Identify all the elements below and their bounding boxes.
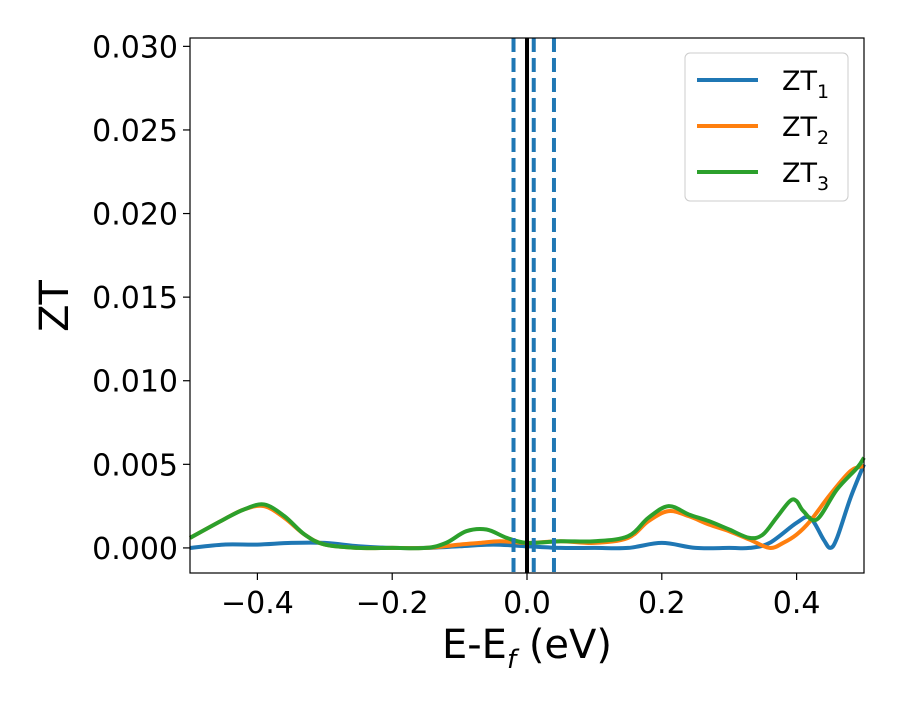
y-tick-label: 0.020 xyxy=(92,198,178,233)
x-tick-label: 0.0 xyxy=(503,586,551,621)
legend-label-3: ZT3 xyxy=(782,158,829,195)
y-tick-label: 0.030 xyxy=(92,30,178,65)
x-tick-label: −0.2 xyxy=(356,586,429,621)
legend-label-1: ZT1 xyxy=(782,66,829,103)
x-tick-label: 0.2 xyxy=(638,586,686,621)
legend: ZT1 ZT2 ZT3 xyxy=(684,52,849,202)
series-layer xyxy=(189,456,866,551)
legend-entries: ZT1 ZT2 ZT3 xyxy=(697,66,829,195)
y-tick-label: 0.010 xyxy=(92,365,178,400)
x-axis-title-main: E-E xyxy=(442,622,507,668)
x-tick-label: 0.4 xyxy=(773,586,821,621)
legend-box xyxy=(684,52,849,202)
y-tick-label: 0.005 xyxy=(92,448,178,483)
x-axis-title-unit: (eV) xyxy=(516,622,612,668)
y-axis-title: ZT xyxy=(32,280,78,332)
series-line-1 xyxy=(189,463,866,551)
x-axis-ticks: −0.4 −0.2 0.0 0.2 0.4 xyxy=(221,573,820,621)
legend-label-2: ZT2 xyxy=(782,112,829,149)
y-tick-label: 0.025 xyxy=(92,114,178,149)
x-axis-title: E-Ef (eV) xyxy=(442,622,612,675)
x-tick-label: −0.4 xyxy=(221,586,294,621)
vertical-lines xyxy=(511,38,556,573)
y-tick-label: 0.000 xyxy=(92,532,178,567)
y-tick-label: 0.015 xyxy=(92,281,178,316)
series-line-3 xyxy=(189,456,866,551)
y-axis-ticks: 0.000 0.005 0.010 0.015 0.020 0.025 0.030 xyxy=(92,30,190,567)
